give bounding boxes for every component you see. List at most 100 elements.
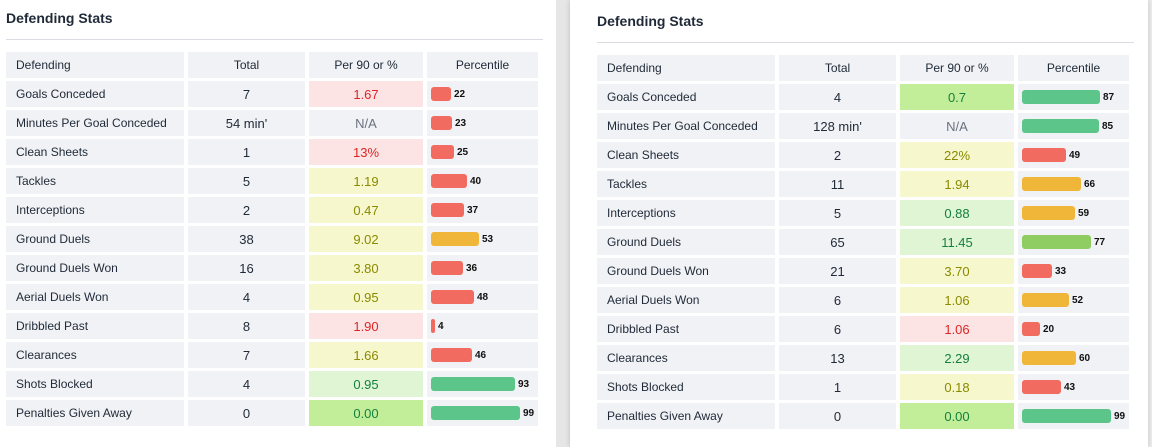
- row-percentile: 25: [427, 139, 538, 165]
- row-percentile: 93: [427, 371, 538, 397]
- row-total: 0: [779, 403, 896, 429]
- row-per90: 1.66: [309, 342, 423, 368]
- per90-value: N/A: [946, 118, 968, 134]
- percentile-bar: [431, 87, 451, 101]
- per90-value: 22%: [943, 147, 971, 163]
- row-total: 54 min': [188, 110, 305, 136]
- row-percentile: 77: [1018, 229, 1129, 255]
- row-total: 1: [779, 374, 896, 400]
- per90-value: 0.00: [353, 405, 379, 421]
- table-row: Ground Duels Won 21 3.70 33: [597, 258, 1129, 287]
- row-label: Ground Duels: [6, 226, 184, 252]
- table-row: Ground Duels 65 11.45 77: [597, 229, 1129, 258]
- percentile-value: 23: [455, 117, 467, 129]
- percentile-bar: [1022, 90, 1100, 104]
- row-total: 65: [779, 229, 896, 255]
- percentile-value: 20: [1043, 323, 1055, 335]
- row-total: 0: [188, 400, 305, 426]
- percentile-bar: [1022, 206, 1075, 220]
- percentile-value: 46: [475, 349, 487, 361]
- row-label: Interceptions: [597, 200, 775, 226]
- percentile-value: 85: [1102, 120, 1114, 132]
- header-total[interactable]: Total: [188, 52, 305, 78]
- defending-stats-panel-left: Defending Stats Defending Total Per 90 o…: [0, 0, 556, 447]
- per90-value: 0.95: [353, 376, 379, 392]
- header-percentile[interactable]: Percentile: [427, 52, 538, 78]
- row-total: 128 min': [779, 113, 896, 139]
- row-per90: 0.7: [900, 84, 1014, 110]
- percentile-bar: [1022, 177, 1081, 191]
- percentile-bar: [1022, 380, 1061, 394]
- title-divider: [597, 42, 1134, 43]
- per90-value: 1.19: [353, 173, 379, 189]
- header-per90[interactable]: Per 90 or %: [900, 55, 1014, 81]
- table-row: Shots Blocked 4 0.95 93: [6, 371, 538, 400]
- percentile-bar: [431, 145, 454, 159]
- per90-value: 0.88: [944, 205, 970, 221]
- row-percentile: 20: [1018, 316, 1129, 342]
- row-total: 4: [188, 371, 305, 397]
- per90-value: 1.06: [944, 292, 970, 308]
- per90-value: 1.90: [353, 318, 379, 334]
- header-percentile[interactable]: Percentile: [1018, 55, 1129, 81]
- row-percentile: 59: [1018, 200, 1129, 226]
- row-label: Clean Sheets: [6, 139, 184, 165]
- percentile-bar: [1022, 148, 1066, 162]
- row-percentile: 53: [427, 226, 538, 252]
- header-defending[interactable]: Defending: [6, 52, 184, 78]
- table-row: Shots Blocked 1 0.18 43: [597, 374, 1129, 403]
- table-row: Penalties Given Away 0 0.00 99: [6, 400, 538, 429]
- row-label: Shots Blocked: [6, 371, 184, 397]
- row-total: 7: [188, 81, 305, 107]
- row-percentile: 99: [1018, 403, 1129, 429]
- row-percentile: 46: [427, 342, 538, 368]
- percentile-bar: [431, 174, 467, 188]
- table-row: Clean Sheets 1 13% 25: [6, 139, 538, 168]
- row-per90: N/A: [309, 110, 423, 136]
- percentile-bar: [1022, 322, 1040, 336]
- row-label: Minutes Per Goal Conceded: [6, 110, 184, 136]
- row-percentile: 4: [427, 313, 538, 339]
- row-total: 8: [188, 313, 305, 339]
- per90-value: 1.94: [944, 176, 970, 192]
- row-label: Penalties Given Away: [6, 400, 184, 426]
- row-total: 2: [188, 197, 305, 223]
- defending-stats-table: Defending Total Per 90 or % Percentile G…: [6, 52, 538, 429]
- per90-value: 2.29: [944, 350, 970, 366]
- per90-value: 0.7: [947, 89, 967, 105]
- row-label: Tackles: [6, 168, 184, 194]
- percentile-bar: [1022, 409, 1111, 423]
- row-label: Dribbled Past: [6, 313, 184, 339]
- row-total: 4: [188, 284, 305, 310]
- header-per90[interactable]: Per 90 or %: [309, 52, 423, 78]
- table-row: Ground Duels 38 9.02 53: [6, 226, 538, 255]
- row-label: Ground Duels Won: [6, 255, 184, 281]
- row-total: 21: [779, 258, 896, 284]
- percentile-bar: [1022, 264, 1052, 278]
- table-row: Ground Duels Won 16 3.80 36: [6, 255, 538, 284]
- percentile-value: 4: [438, 320, 444, 332]
- percentile-value: 52: [1072, 294, 1084, 306]
- per90-value: 0.47: [353, 202, 379, 218]
- table-row: Clean Sheets 2 22% 49: [597, 142, 1129, 171]
- header-total[interactable]: Total: [779, 55, 896, 81]
- row-total: 13: [779, 345, 896, 371]
- percentile-value: 53: [482, 233, 494, 245]
- row-per90: 0.88: [900, 200, 1014, 226]
- per90-value: 1.06: [944, 321, 970, 337]
- per90-value: N/A: [355, 115, 377, 131]
- table-row: Minutes Per Goal Conceded 128 min' N/A 85: [597, 113, 1129, 142]
- row-label: Tackles: [597, 171, 775, 197]
- row-total: 38: [188, 226, 305, 252]
- row-total: 7: [188, 342, 305, 368]
- percentile-value: 49: [1069, 149, 1081, 161]
- percentile-value: 93: [518, 378, 530, 390]
- table-header: Defending Total Per 90 or % Percentile: [597, 55, 1129, 84]
- row-total: 16: [188, 255, 305, 281]
- percentile-bar: [431, 290, 474, 304]
- header-defending[interactable]: Defending: [597, 55, 775, 81]
- per90-value: 9.02: [353, 231, 379, 247]
- panel-separator: [556, 0, 570, 447]
- table-row: Tackles 5 1.19 40: [6, 168, 538, 197]
- table-header: Defending Total Per 90 or % Percentile: [6, 52, 538, 81]
